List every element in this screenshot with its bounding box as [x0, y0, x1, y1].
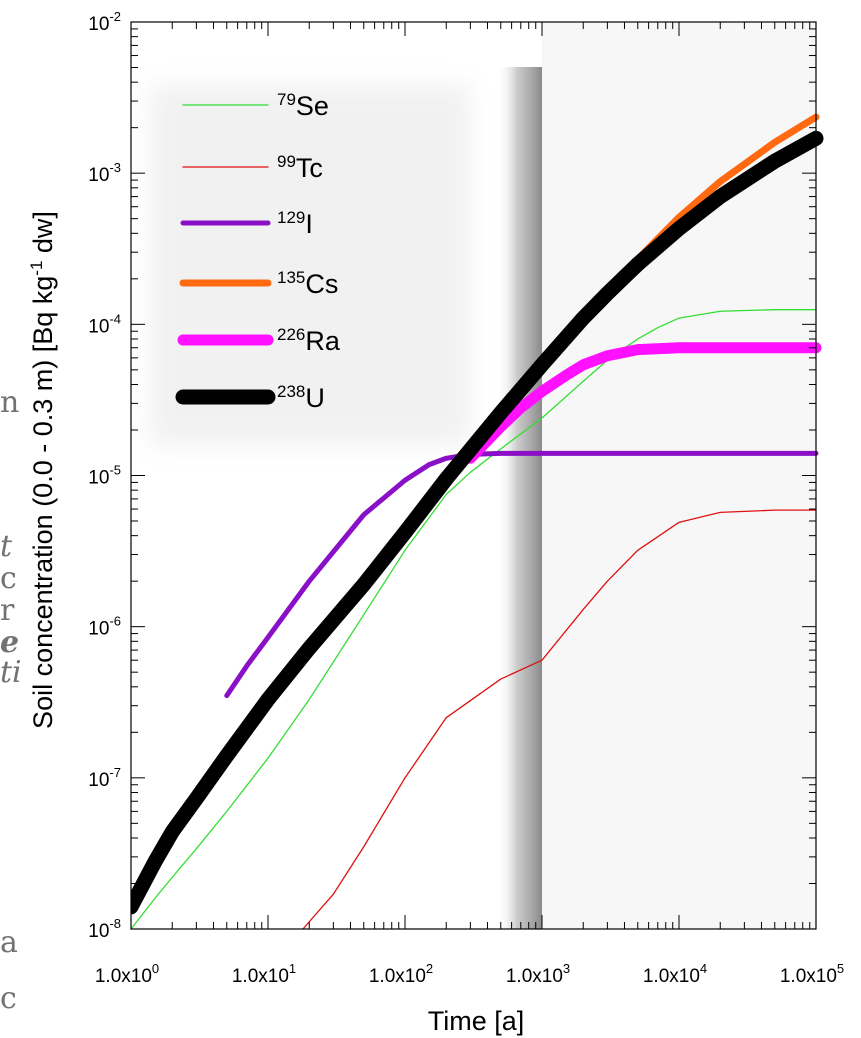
shaded-region-edge	[497, 67, 542, 929]
y-tick-labels: 10-8 10-7 10-6 10-5 10-4 10-3 10-2	[88, 9, 121, 942]
x-axis-label: Time [a]	[428, 1006, 525, 1036]
series-line-i	[224, 450, 819, 699]
series-line-ra	[464, 342, 822, 464]
bg-fragment: c	[0, 981, 17, 1016]
legend-label: 135Cs	[277, 268, 338, 299]
bg-fragment: c	[0, 561, 17, 596]
legend-label: 238U	[277, 382, 325, 413]
y-tick-label: 10-8	[88, 916, 121, 942]
bg-fragment: r	[0, 593, 15, 628]
x-tick-label: 1.0x103	[506, 961, 570, 987]
series-layer	[131, 113, 824, 930]
y-tick-label: 10-4	[88, 311, 121, 337]
series-line-se	[131, 309, 817, 930]
legend: 79Se 99Tc 129I 135Cs 226Ra 238U	[175, 90, 341, 413]
series-line-tc	[302, 509, 817, 930]
x-tick-label: 1.0x100	[95, 961, 159, 987]
legend-shadow	[150, 85, 470, 445]
legend-label: 99Tc	[277, 152, 323, 183]
y-tick-label: 10-3	[88, 160, 121, 186]
x-tick-label: 1.0x104	[643, 961, 707, 987]
background-text: n t c r e ti a c	[0, 385, 22, 1016]
y-tick-label: 10-2	[88, 9, 121, 35]
bg-fragment: a	[0, 925, 18, 960]
y-axis-label: Soil concentration (0.0 - 0.3 m) [Bq kg-…	[27, 211, 58, 729]
x-tick-label: 1.0x105	[780, 961, 844, 987]
shaded-region	[542, 22, 816, 929]
y-tick-label: 10-6	[88, 614, 121, 640]
bg-fragment: ti	[0, 655, 22, 690]
legend-label: 79Se	[277, 90, 329, 121]
x-tick-label: 1.0x102	[369, 961, 433, 987]
axis-ticks	[130, 21, 817, 930]
bg-fragment: t	[0, 529, 13, 564]
legend-label: 226Ra	[277, 325, 341, 356]
x-tick-labels: 1.0x100 1.0x101 1.0x102 1.0x103 1.0x104 1.0x1…	[95, 961, 844, 987]
y-tick-label: 10-5	[88, 463, 121, 489]
bg-fragment: n	[0, 385, 19, 420]
legend-label: 129I	[277, 208, 313, 239]
x-tick-label: 1.0x101	[232, 961, 296, 987]
bg-fragment: e	[0, 625, 19, 660]
y-tick-label: 10-7	[88, 765, 121, 791]
series-line-u	[131, 130, 824, 915]
